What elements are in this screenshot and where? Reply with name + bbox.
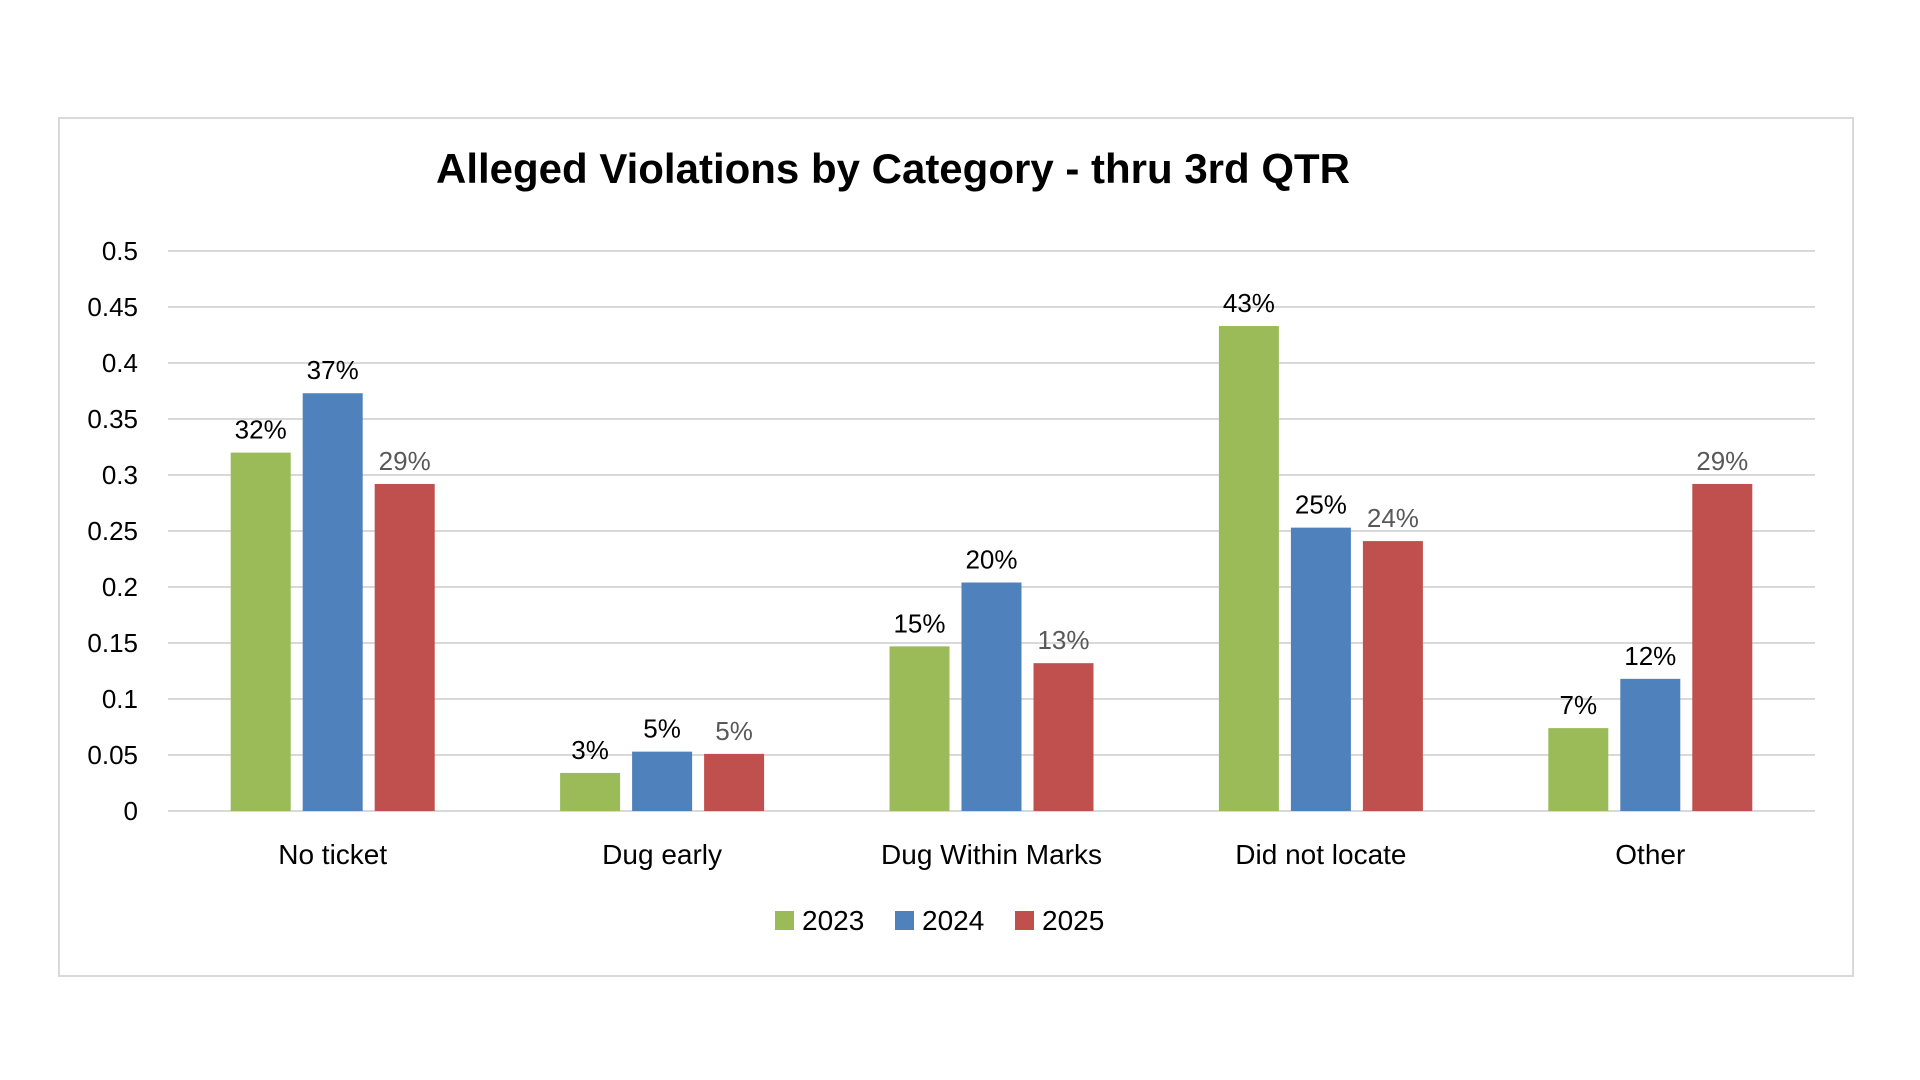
- data-label: 20%: [965, 545, 1017, 575]
- y-tick-label: 0.35: [87, 404, 138, 434]
- x-axis-categories: No ticket Dug early Dug Within Marks Did no…: [278, 839, 1685, 870]
- bar-2023-3: [1218, 326, 1279, 811]
- data-label: 5%: [643, 714, 681, 744]
- bar-2025-1: [704, 753, 765, 811]
- category-label: Did not locate: [1235, 839, 1406, 870]
- y-axis-ticks: 0 0.05 0.1 0.15 0.2 0.25 0.3 0.35 0.4 0.45 0.5: [87, 236, 138, 826]
- data-label: 37%: [307, 355, 359, 385]
- bar-2023-0: [230, 452, 291, 811]
- data-label: 29%: [379, 446, 431, 476]
- data-label: 25%: [1295, 490, 1347, 520]
- data-label: 13%: [1037, 625, 1089, 655]
- data-label: 43%: [1223, 288, 1275, 318]
- legend-label: 2023: [802, 905, 864, 936]
- y-tick-label: 0.1: [102, 684, 138, 714]
- bar-2025-4: [1692, 483, 1753, 811]
- y-tick-label: 0.45: [87, 292, 138, 322]
- data-label: 3%: [571, 735, 609, 765]
- bar-2023-2: [889, 646, 950, 811]
- gridlines: [168, 250, 1815, 812]
- bar-2023-4: [1548, 728, 1609, 811]
- bar-2024-3: [1290, 527, 1351, 811]
- category-label: Other: [1615, 839, 1685, 870]
- legend-label: 2025: [1042, 905, 1104, 936]
- data-label: 5%: [715, 716, 753, 746]
- bar-2025-3: [1362, 541, 1423, 811]
- data-label: 32%: [235, 415, 287, 445]
- y-tick-label: 0.4: [102, 348, 138, 378]
- legend-swatch-2025: [1015, 911, 1034, 930]
- legend: 2023 2024 2025: [775, 905, 1104, 936]
- bar-2024-4: [1620, 678, 1681, 811]
- bar-2024-0: [302, 393, 363, 811]
- legend-label: 2024: [922, 905, 984, 936]
- legend-swatch-2023: [775, 911, 794, 930]
- category-label: Dug Within Marks: [881, 839, 1102, 870]
- category-label: Dug early: [602, 839, 722, 870]
- y-tick-label: 0: [124, 796, 138, 826]
- y-tick-label: 0.05: [87, 740, 138, 770]
- data-label: 12%: [1624, 641, 1676, 671]
- y-tick-label: 0.25: [87, 516, 138, 546]
- y-tick-label: 0.3: [102, 460, 138, 490]
- data-label: 15%: [893, 608, 945, 638]
- y-tick-label: 0.5: [102, 236, 138, 266]
- bar-2023-1: [560, 772, 621, 811]
- bar-2024-2: [961, 582, 1022, 811]
- legend-swatch-2024: [895, 911, 914, 930]
- y-tick-label: 0.2: [102, 572, 138, 602]
- y-tick-label: 0.15: [87, 628, 138, 658]
- bar-2024-1: [632, 751, 693, 811]
- bar-2025-0: [374, 483, 435, 811]
- chart-title: Alleged Violations by Category - thru 3r…: [436, 145, 1350, 192]
- data-label: 29%: [1696, 446, 1748, 476]
- category-label: No ticket: [278, 839, 387, 870]
- data-labels: 32% 37% 29% 3% 5% 5% 15% 20% 13% 43% 25% 24% 7% 12% 29…: [235, 288, 1749, 765]
- bars: [230, 326, 1753, 811]
- data-label: 7%: [1560, 690, 1598, 720]
- data-label: 24%: [1367, 503, 1419, 533]
- bar-2025-2: [1033, 663, 1094, 811]
